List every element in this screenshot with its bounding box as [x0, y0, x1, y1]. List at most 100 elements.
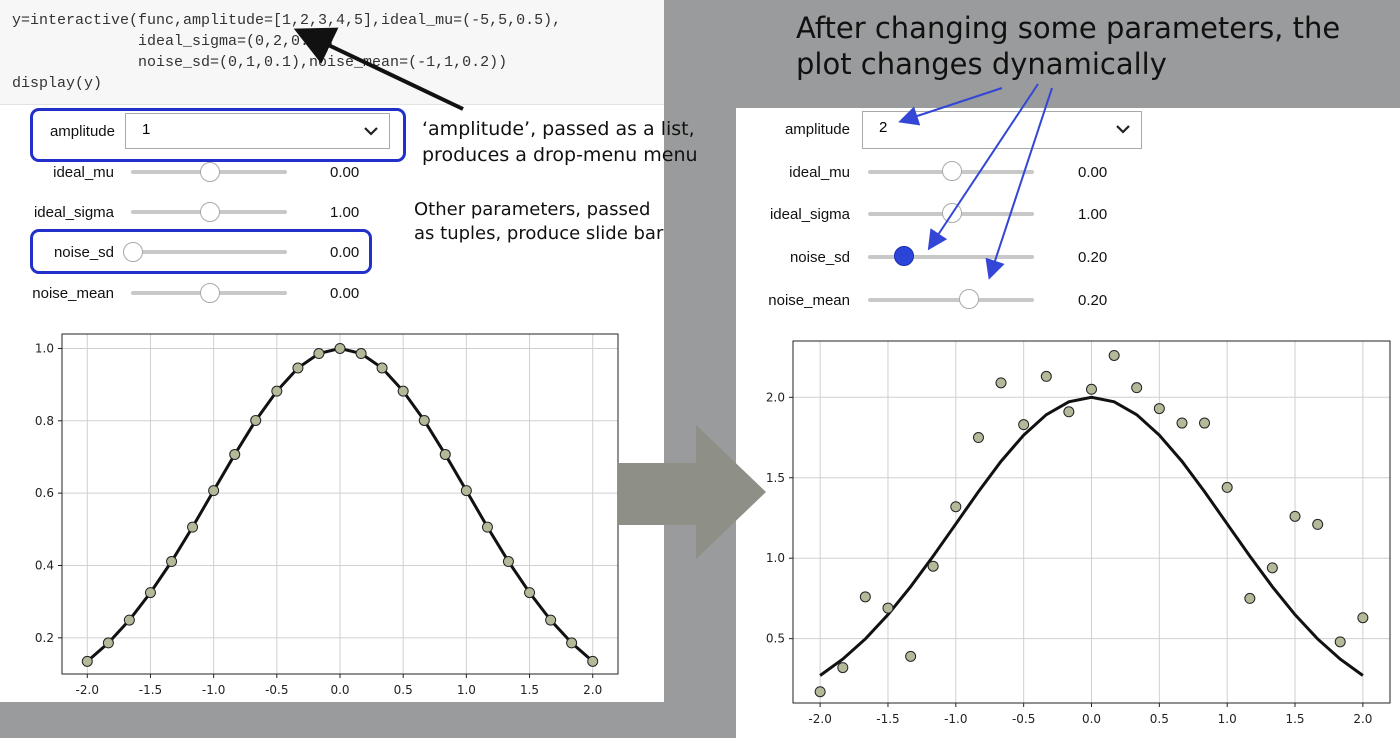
data-point — [1244, 592, 1256, 604]
noise-sd-label: noise_sd — [789, 249, 850, 266]
y-tick-label: 1.0 — [766, 551, 785, 565]
y-tick-label: 2.0 — [766, 390, 785, 404]
x-tick-label: 1.5 — [520, 683, 539, 697]
noise-mean-value: 0.00 — [330, 285, 360, 302]
amplitude-dropdown-value: 2 — [879, 119, 888, 136]
data-point — [1153, 403, 1165, 415]
y-tick-label: 0.2 — [35, 631, 54, 645]
data-point — [271, 385, 283, 397]
amplitude-dropdown[interactable]: 1 — [125, 113, 390, 149]
y-tick-label: 1.0 — [35, 341, 54, 355]
data-point — [1312, 518, 1324, 530]
data-point — [927, 560, 939, 572]
noise-sd-slider-track[interactable] — [868, 255, 1034, 259]
data-point — [859, 591, 871, 603]
x-tick-label: -1.5 — [876, 712, 899, 726]
noise-sd-slider-thumb[interactable] — [123, 242, 143, 262]
y-tick-label: 0.6 — [35, 486, 54, 500]
ideal-sigma-value: 1.00 — [330, 204, 360, 221]
noise-mean-slider-thumb[interactable] — [959, 289, 979, 309]
data-point — [376, 362, 388, 374]
ideal-mu-label: ideal_mu — [789, 164, 850, 181]
data-point — [1176, 417, 1188, 429]
annotation-line: ‘amplitude’, passed as a list, — [422, 118, 695, 140]
amplitude-label: amplitude — [784, 121, 850, 138]
x-tick-label: -2.0 — [76, 683, 99, 697]
title-annotation: After changing some parameters, the plot… — [796, 10, 1340, 82]
ideal-sigma-label: ideal_sigma — [33, 204, 114, 221]
y-tick-label: 0.4 — [35, 558, 54, 572]
data-point — [814, 686, 826, 698]
data-point — [502, 556, 514, 568]
ideal-mu-value: 0.00 — [330, 164, 360, 181]
code-line: display(y) — [12, 75, 103, 92]
data-point — [166, 556, 178, 568]
data-point — [439, 448, 451, 460]
data-point — [587, 655, 599, 667]
data-point — [837, 662, 849, 674]
data-point — [1108, 349, 1120, 361]
chevron-down-icon — [364, 127, 378, 136]
x-tick-label: 0.0 — [330, 683, 349, 697]
noise-sd-slider-thumb[interactable] — [894, 246, 914, 266]
data-point — [334, 342, 346, 354]
data-point — [102, 637, 114, 649]
left-notebook-panel: y=interactive(func,amplitude=[1,2,3,4,5]… — [0, 0, 664, 702]
data-point — [524, 587, 536, 599]
ideal-mu-slider-thumb[interactable] — [942, 161, 962, 181]
ideal-mu-slider-thumb[interactable] — [200, 162, 220, 182]
noise-sd-value: 0.00 — [330, 244, 360, 261]
code-line: ideal_sigma=(0,2,0.2), — [12, 33, 337, 50]
chevron-down-icon — [1116, 125, 1130, 134]
ideal-sigma-slider-thumb[interactable] — [942, 203, 962, 223]
code-text: y=interactive(func,amplitude=[1,2,3,4,5]… — [0, 0, 664, 94]
data-point — [313, 348, 325, 360]
data-point — [995, 377, 1007, 389]
data-point — [397, 385, 409, 397]
data-point — [481, 521, 493, 533]
noise-mean-label: noise_mean — [32, 285, 114, 302]
x-tick-label: 2.0 — [583, 683, 602, 697]
ideal-sigma-slider-thumb[interactable] — [200, 202, 220, 222]
x-tick-label: -1.0 — [202, 683, 225, 697]
noise-mean-label: noise_mean — [768, 292, 850, 309]
slider-annotation: Other parameters, passed as tuples, prod… — [414, 198, 663, 246]
code-line: y=interactive(func,amplitude=[1,2,3,4,5]… — [12, 12, 562, 29]
x-tick-label: 1.0 — [1218, 712, 1237, 726]
data-point — [1357, 612, 1369, 624]
data-point — [1266, 562, 1278, 574]
amplitude-annotation: ‘amplitude’, passed as a list, produces … — [422, 116, 698, 168]
amplitude-highlight-box — [30, 108, 406, 162]
title-line: plot changes dynamically — [796, 47, 1167, 81]
ideal-sigma-value: 1.00 — [1078, 206, 1108, 223]
x-tick-label: 0.0 — [1082, 712, 1101, 726]
ideal-sigma-label: ideal_sigma — [769, 206, 850, 223]
x-tick-label: -1.5 — [139, 683, 162, 697]
data-point — [950, 501, 962, 513]
data-point — [1221, 481, 1233, 493]
data-point — [123, 614, 135, 626]
data-point — [882, 602, 894, 614]
data-point — [1199, 417, 1211, 429]
noise-sd-value: 0.20 — [1078, 249, 1108, 266]
y-tick-label: 1.5 — [766, 471, 785, 485]
amplitude-label: amplitude — [49, 123, 115, 140]
x-tick-label: 0.5 — [1150, 712, 1169, 726]
x-tick-label: 2.0 — [1353, 712, 1372, 726]
data-point — [355, 348, 367, 360]
data-point — [250, 414, 262, 426]
code-cell[interactable]: y=interactive(func,amplitude=[1,2,3,4,5]… — [0, 0, 664, 105]
annotation-line: Other parameters, passed — [414, 199, 651, 220]
noise-sd-highlight-box — [30, 229, 372, 274]
amplitude-dropdown[interactable]: 2 — [862, 111, 1142, 149]
x-tick-label: -0.5 — [1012, 712, 1035, 726]
data-point — [545, 614, 557, 626]
right-notebook-panel: amplitude 2 ideal_mu 0.00 ideal_sigma 1.… — [736, 108, 1400, 738]
noise-mean-slider-track[interactable] — [868, 298, 1034, 302]
x-tick-label: 0.5 — [394, 683, 413, 697]
noise-sd-slider-track[interactable] — [131, 250, 287, 254]
data-point — [1040, 370, 1052, 382]
data-point — [292, 362, 304, 374]
noise-mean-slider-thumb[interactable] — [200, 283, 220, 303]
data-point — [1289, 510, 1301, 522]
